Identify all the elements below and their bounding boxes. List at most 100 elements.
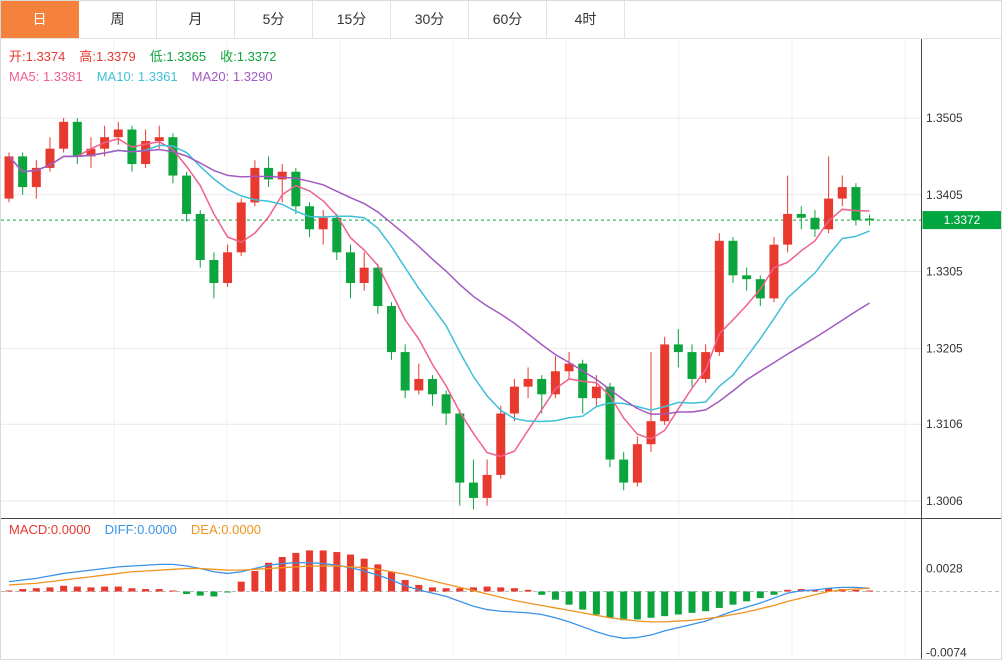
price-tick: 1.3106: [926, 417, 963, 431]
macd-hist-bar: [442, 588, 450, 592]
macd-hist-bar: [128, 588, 136, 592]
timeframe-tabs: 日周月 5分 15分 30分 60分 4时: [1, 1, 1001, 39]
macd-hist-bar: [551, 591, 559, 600]
macd-tick: 0.0028: [926, 562, 963, 576]
candle-body: [264, 167, 274, 180]
macd-hist-bar: [387, 571, 395, 592]
macd-hist-bar: [702, 591, 710, 612]
macd-hist-bar: [210, 591, 218, 597]
tab-day[interactable]: 日: [1, 1, 79, 38]
ma20-line: [8, 148, 870, 416]
candle-body: [346, 252, 355, 284]
macd-hist-bar: [456, 588, 464, 592]
candle-body: [605, 386, 615, 460]
candle-body: [209, 259, 219, 284]
dea-line: [8, 565, 870, 623]
macd-hist-bar: [428, 587, 436, 592]
dea-value: DEA:0.0000: [190, 522, 262, 537]
macd-hist-bar: [306, 550, 314, 592]
candle-body: [851, 187, 861, 221]
candle-body: [632, 444, 642, 483]
candle-body: [673, 344, 683, 353]
macd-hist-bar: [169, 590, 177, 592]
candle-body: [441, 394, 451, 414]
macd-hist-bar: [592, 591, 600, 615]
macd-hist-bar: [278, 557, 286, 592]
macd-hist-bar: [743, 591, 751, 602]
candle-body: [783, 213, 793, 245]
macd-hist-bar: [784, 589, 792, 592]
candle-body: [182, 175, 192, 214]
candle-body: [332, 217, 342, 253]
candle-body: [701, 352, 711, 379]
price-tick: 1.3305: [926, 265, 963, 279]
tab-5min[interactable]: 5分: [235, 1, 313, 38]
macd-hist-bar: [661, 591, 669, 617]
price-tick: 1.3205: [926, 341, 963, 355]
candle-body: [59, 121, 69, 149]
macd-legend: MACD:0.0000 DIFF:0.0000 DEA:0.0000: [9, 522, 275, 537]
macd-hist-bar: [46, 587, 54, 592]
candle-body: [154, 137, 164, 142]
tab-15min[interactable]: 15分: [313, 1, 391, 38]
candle-body: [537, 378, 547, 395]
ma5-value: MA5: 1.3381: [9, 69, 83, 84]
macd-hist-bar: [647, 591, 655, 618]
macd-hist-bar: [374, 564, 382, 592]
macd-hist-bar: [347, 554, 354, 592]
tab-4hour[interactable]: 4时: [547, 1, 625, 38]
macd-hist-bar: [510, 588, 518, 592]
tab-week[interactable]: 周: [79, 1, 157, 38]
macd-hist-bar: [319, 550, 327, 592]
candle-body: [591, 386, 601, 399]
candles-layer: [4, 118, 875, 510]
axis-layer: 1.3505 1.3405 1.3305 1.3205 1.3106 1.3006 0.00…: [922, 111, 1001, 659]
macd-hist-bar: [415, 584, 423, 592]
macd-hist-bar: [32, 588, 40, 592]
macd-hist-bar: [565, 591, 573, 605]
candle-body: [769, 244, 779, 299]
macd-hist-bar: [5, 590, 13, 592]
candle-body: [86, 148, 96, 157]
tab-month[interactable]: 月: [157, 1, 235, 38]
candle-body: [45, 148, 55, 168]
candle-body: [742, 275, 752, 280]
macd-hist-bar: [579, 591, 587, 610]
ma20-value: MA20: 1.3290: [191, 69, 273, 84]
candle-body: [223, 252, 233, 284]
candle-body: [865, 218, 875, 221]
ma-layer: [8, 137, 870, 458]
tab-60min[interactable]: 60分: [469, 1, 547, 38]
ma10-line: [8, 144, 870, 423]
macd-hist-bar: [251, 570, 259, 592]
candle-body: [468, 482, 478, 498]
macd-hist-bar: [524, 589, 532, 592]
ma5-line: [8, 137, 870, 458]
macd-hist-bar: [114, 586, 122, 592]
macd-hist-bar: [620, 591, 628, 621]
candle-body: [619, 459, 629, 483]
candle-body: [824, 198, 834, 230]
macd-hist-bar: [333, 552, 341, 592]
macd-value: MACD:0.0000: [9, 522, 91, 537]
macd-hist-bar: [196, 591, 204, 596]
ohlc-high: 高:1.3379: [79, 49, 136, 64]
ma10-value: MA10: 1.3361: [96, 69, 178, 84]
ohlc-low: 低:1.3365: [149, 49, 207, 64]
price-tick: 1.3405: [926, 188, 963, 202]
current-price-badge: [922, 211, 1001, 230]
macd-hist-bar: [825, 588, 833, 592]
macd-hist-bar: [866, 590, 874, 592]
candle-body: [482, 474, 492, 498]
ma-legend: MA5: 1.3381 MA10: 1.3361 MA20: 1.3290: [9, 69, 287, 84]
frame-layer: [1, 39, 1001, 659]
candle-body: [837, 187, 847, 199]
ohlc-legend: 开:1.3374 高:1.3379 低:1.3365 收:1.3372: [9, 46, 291, 65]
candle-body: [141, 141, 151, 165]
candle-body: [810, 217, 820, 230]
macd-hist-bar: [715, 591, 723, 608]
tab-30min[interactable]: 30分: [391, 1, 469, 38]
candle-body: [796, 213, 806, 218]
candle-body: [113, 129, 123, 138]
macd-hist-bar: [756, 591, 764, 599]
